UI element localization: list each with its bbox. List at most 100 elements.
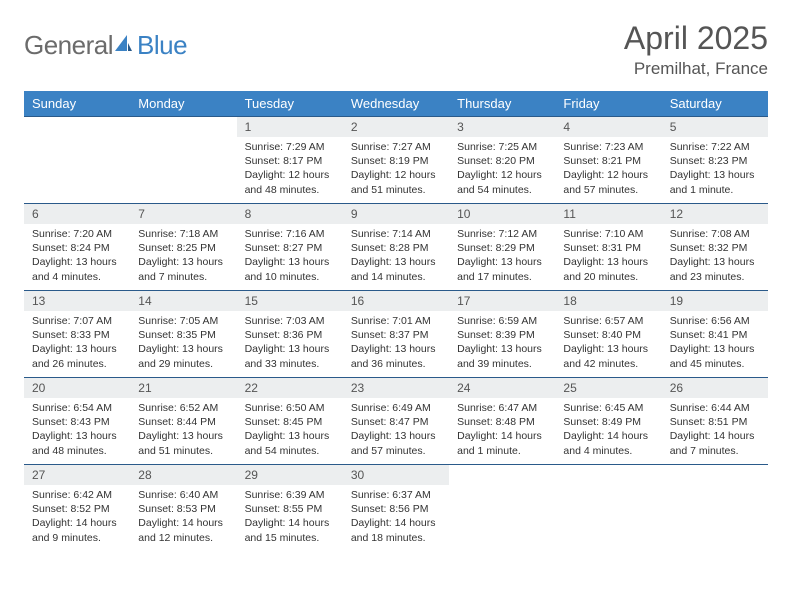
sunset-text: Sunset: 8:53 PM bbox=[138, 502, 228, 516]
daylight-text: Daylight: 14 hours and 18 minutes. bbox=[351, 516, 441, 544]
daylight-text: Daylight: 13 hours and 57 minutes. bbox=[351, 429, 441, 457]
calendar-day-cell: 26Sunrise: 6:44 AMSunset: 8:51 PMDayligh… bbox=[662, 378, 768, 465]
day-number: 11 bbox=[555, 204, 661, 224]
daylight-text: Daylight: 13 hours and 29 minutes. bbox=[138, 342, 228, 370]
calendar-day-cell: 10Sunrise: 7:12 AMSunset: 8:29 PMDayligh… bbox=[449, 204, 555, 291]
calendar-day-cell: 22Sunrise: 6:50 AMSunset: 8:45 PMDayligh… bbox=[237, 378, 343, 465]
calendar-day-cell: 17Sunrise: 6:59 AMSunset: 8:39 PMDayligh… bbox=[449, 291, 555, 378]
calendar-day-cell: 29Sunrise: 6:39 AMSunset: 8:55 PMDayligh… bbox=[237, 465, 343, 552]
sunset-text: Sunset: 8:52 PM bbox=[32, 502, 122, 516]
day-content: Sunrise: 7:29 AMSunset: 8:17 PMDaylight:… bbox=[237, 137, 343, 203]
sunrise-text: Sunrise: 6:44 AM bbox=[670, 401, 760, 415]
weekday-header: Monday bbox=[130, 91, 236, 117]
sunrise-text: Sunrise: 7:03 AM bbox=[245, 314, 335, 328]
calendar-day-cell: 28Sunrise: 6:40 AMSunset: 8:53 PMDayligh… bbox=[130, 465, 236, 552]
sunset-text: Sunset: 8:51 PM bbox=[670, 415, 760, 429]
sunrise-text: Sunrise: 7:08 AM bbox=[670, 227, 760, 241]
calendar-day-cell: 5Sunrise: 7:22 AMSunset: 8:23 PMDaylight… bbox=[662, 117, 768, 204]
day-content: Sunrise: 6:54 AMSunset: 8:43 PMDaylight:… bbox=[24, 398, 130, 464]
calendar-day-cell: 4Sunrise: 7:23 AMSunset: 8:21 PMDaylight… bbox=[555, 117, 661, 204]
day-number: 8 bbox=[237, 204, 343, 224]
day-number: 1 bbox=[237, 117, 343, 137]
weekday-header-row: Sunday Monday Tuesday Wednesday Thursday… bbox=[24, 91, 768, 117]
logo: General Blue bbox=[24, 20, 187, 61]
day-number: 28 bbox=[130, 465, 236, 485]
day-number: 9 bbox=[343, 204, 449, 224]
daylight-text: Daylight: 13 hours and 23 minutes. bbox=[670, 255, 760, 283]
daylight-text: Daylight: 13 hours and 33 minutes. bbox=[245, 342, 335, 370]
sunset-text: Sunset: 8:33 PM bbox=[32, 328, 122, 342]
sunrise-text: Sunrise: 6:42 AM bbox=[32, 488, 122, 502]
day-content: Sunrise: 6:42 AMSunset: 8:52 PMDaylight:… bbox=[24, 485, 130, 551]
sunset-text: Sunset: 8:39 PM bbox=[457, 328, 547, 342]
sunset-text: Sunset: 8:20 PM bbox=[457, 154, 547, 168]
title-block: April 2025 Premilhat, France bbox=[624, 20, 768, 79]
day-number: 13 bbox=[24, 291, 130, 311]
weekday-header: Wednesday bbox=[343, 91, 449, 117]
sunset-text: Sunset: 8:47 PM bbox=[351, 415, 441, 429]
sunrise-text: Sunrise: 7:07 AM bbox=[32, 314, 122, 328]
calendar-day-cell: 3Sunrise: 7:25 AMSunset: 8:20 PMDaylight… bbox=[449, 117, 555, 204]
sunrise-text: Sunrise: 7:18 AM bbox=[138, 227, 228, 241]
calendar-week-row: 13 Sunrise: 7:07 AMSunset: 8:33 PM Dayligh… bbox=[24, 291, 768, 378]
calendar-day-cell: 16Sunrise: 7:01 AMSunset: 8:37 PMDayligh… bbox=[343, 291, 449, 378]
day-number: 24 bbox=[449, 378, 555, 398]
daylight-text: Daylight: 13 hours and 20 minutes. bbox=[563, 255, 653, 283]
day-content: Sunrise: 7:23 AMSunset: 8:21 PMDaylight:… bbox=[555, 137, 661, 203]
sunset-text: Sunset: 8:29 PM bbox=[457, 241, 547, 255]
daylight-text: Daylight: 13 hours and 45 minutes. bbox=[670, 342, 760, 370]
sunrise-text: Sunrise: 7:05 AM bbox=[138, 314, 228, 328]
daylight-text: Daylight: 13 hours and 42 minutes. bbox=[563, 342, 653, 370]
calendar-day-cell: 12 Sunrise: 7:08 AMSunset: 8:32 PMDayligh… bbox=[662, 204, 768, 291]
daylight-text: Daylight: 14 hours and 4 minutes. bbox=[563, 429, 653, 457]
daylight-text: Daylight: 14 hours and 12 minutes. bbox=[138, 516, 228, 544]
daylight-text: Daylight: 13 hours and 51 minutes. bbox=[138, 429, 228, 457]
sunset-text: Sunset: 8:35 PM bbox=[138, 328, 228, 342]
daylight-text: Daylight: 13 hours and 39 minutes. bbox=[457, 342, 547, 370]
day-number: 17 bbox=[449, 291, 555, 311]
sunset-text: Sunset: 8:32 PM bbox=[670, 241, 760, 255]
daylight-text: Daylight: 13 hours and 1 minute. bbox=[670, 168, 760, 196]
calendar-day-cell: 2Sunrise: 7:27 AMSunset: 8:19 PMDaylight… bbox=[343, 117, 449, 204]
month-title: April 2025 bbox=[624, 20, 768, 57]
sunset-text: Sunset: 8:45 PM bbox=[245, 415, 335, 429]
sunrise-text: Sunrise: 7:01 AM bbox=[351, 314, 441, 328]
day-content: Sunrise: 6:49 AMSunset: 8:47 PMDaylight:… bbox=[343, 398, 449, 464]
daylight-text: Daylight: 14 hours and 1 minute. bbox=[457, 429, 547, 457]
sunrise-text: Sunrise: 7:16 AM bbox=[245, 227, 335, 241]
calendar-day-cell: 9 Sunrise: 7:14 AMSunset: 8:28 PMDaylight… bbox=[343, 204, 449, 291]
calendar-day-cell: 18Sunrise: 6:57 AMSunset: 8:40 PMDayligh… bbox=[555, 291, 661, 378]
calendar-day-cell: 6Sunrise: 7:20 AMSunset: 8:24 PMDaylight… bbox=[24, 204, 130, 291]
sunrise-text: Sunrise: 6:39 AM bbox=[245, 488, 335, 502]
sunset-text: Sunset: 8:36 PM bbox=[245, 328, 335, 342]
sunrise-text: Sunrise: 7:14 AM bbox=[351, 227, 441, 241]
calendar-day-cell: 21Sunrise: 6:52 AMSunset: 8:44 PMDayligh… bbox=[130, 378, 236, 465]
sunset-text: Sunset: 8:23 PM bbox=[670, 154, 760, 168]
sunset-text: Sunset: 8:19 PM bbox=[351, 154, 441, 168]
day-number: 27 bbox=[24, 465, 130, 485]
daylight-text: Daylight: 14 hours and 9 minutes. bbox=[32, 516, 122, 544]
day-number: 12 bbox=[662, 204, 768, 224]
sunset-text: Sunset: 8:24 PM bbox=[32, 241, 122, 255]
calendar-day-cell: 24Sunrise: 6:47 AMSunset: 8:48 PMDayligh… bbox=[449, 378, 555, 465]
sunset-text: Sunset: 8:28 PM bbox=[351, 241, 441, 255]
sunset-text: Sunset: 8:17 PM bbox=[245, 154, 335, 168]
sunrise-text: Sunrise: 6:57 AM bbox=[563, 314, 653, 328]
weekday-header: Sunday bbox=[24, 91, 130, 117]
sunset-text: Sunset: 8:21 PM bbox=[563, 154, 653, 168]
day-content: Sunrise: 7:20 AMSunset: 8:24 PMDaylight:… bbox=[24, 224, 130, 290]
day-number: 2 bbox=[343, 117, 449, 137]
weekday-header: Tuesday bbox=[237, 91, 343, 117]
calendar-day-cell: 27Sunrise: 6:42 AMSunset: 8:52 PMDayligh… bbox=[24, 465, 130, 552]
day-content: Sunrise: 6:40 AMSunset: 8:53 PMDaylight:… bbox=[130, 485, 236, 551]
day-number: 26 bbox=[662, 378, 768, 398]
calendar-day-cell: 1Sunrise: 7:29 AMSunset: 8:17 PMDaylight… bbox=[237, 117, 343, 204]
sunset-text: Sunset: 8:25 PM bbox=[138, 241, 228, 255]
day-number: 6 bbox=[24, 204, 130, 224]
weekday-header: Friday bbox=[555, 91, 661, 117]
day-number: 23 bbox=[343, 378, 449, 398]
day-content: Sunrise: 6:44 AMSunset: 8:51 PMDaylight:… bbox=[662, 398, 768, 464]
calendar-table: Sunday Monday Tuesday Wednesday Thursday… bbox=[24, 91, 768, 551]
daylight-text: Daylight: 13 hours and 14 minutes. bbox=[351, 255, 441, 283]
day-content: Sunrise: 7:16 AMSunset: 8:27 PMDaylight:… bbox=[237, 224, 343, 290]
